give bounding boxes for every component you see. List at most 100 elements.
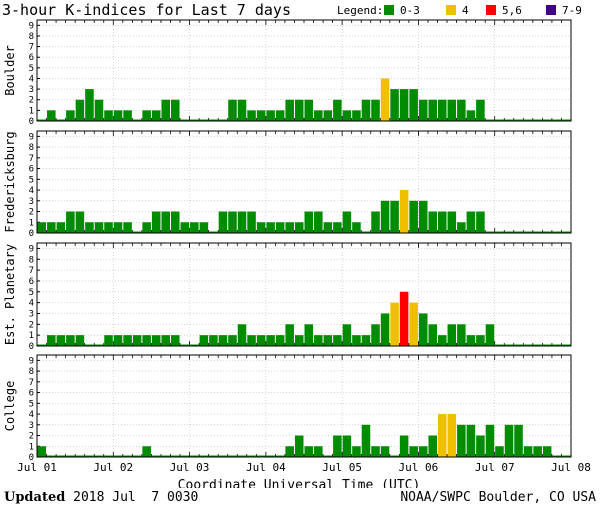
bar: [561, 119, 571, 121]
bar: [275, 455, 285, 457]
bar: [438, 99, 447, 121]
bar: [151, 455, 161, 457]
y-tick-label: 5: [29, 399, 34, 409]
panel-frame: [36, 19, 572, 122]
bar: [533, 119, 542, 121]
legend-swatch: [546, 5, 556, 15]
bar: [361, 424, 371, 457]
bar: [132, 455, 142, 457]
bar: [237, 211, 247, 233]
bar: [113, 455, 123, 457]
y-tick-label: 4: [29, 74, 34, 84]
bar: [113, 222, 123, 233]
bar: [371, 324, 380, 346]
bar: [180, 119, 190, 121]
x-tick-label: Jul 08: [551, 461, 591, 474]
bar: [542, 446, 552, 457]
bar: [418, 99, 428, 121]
legend-swatch: [446, 5, 456, 15]
bar: [447, 99, 457, 121]
bar: [523, 231, 533, 233]
bar: [504, 424, 514, 457]
y-tick-label: 1: [29, 106, 34, 116]
bar: [104, 110, 113, 121]
bar: [85, 222, 94, 233]
bar: [266, 335, 275, 346]
x-tick-label: Jul 06: [399, 461, 439, 474]
y-tick-label: 3: [29, 309, 34, 319]
bar: [294, 99, 304, 121]
y-tick-label: 9: [29, 132, 34, 142]
updated-value: 2018 Jul 7 0030: [65, 490, 199, 505]
bar: [342, 324, 352, 346]
x-axis-label: Coordinate Universal Time (UTC): [178, 478, 421, 488]
bar: [199, 222, 209, 233]
bar: [485, 231, 495, 233]
bar: [304, 211, 314, 233]
bar: [161, 99, 170, 121]
chart-title: 3-hour K-indices for Last 7 days: [2, 1, 291, 19]
bar: [66, 335, 75, 346]
y-tick-label: 7: [29, 43, 34, 53]
bar: [256, 335, 266, 346]
bar: [352, 446, 361, 457]
bar: [247, 211, 256, 233]
panel-label: Fredericksburg: [3, 131, 17, 232]
bar: [285, 446, 294, 457]
bar: [399, 291, 409, 346]
panel-label: College: [3, 381, 17, 432]
bar: [161, 455, 170, 457]
bar: [256, 110, 266, 121]
legend-label: 0-3: [400, 4, 420, 17]
bar: [466, 110, 476, 121]
bar: [218, 211, 228, 233]
bar: [180, 344, 190, 346]
bar: [190, 119, 199, 121]
bar: [228, 455, 237, 457]
bar: [476, 211, 485, 233]
bar: [294, 335, 304, 346]
bar: [209, 335, 218, 346]
bar: [180, 222, 190, 233]
bar: [495, 119, 504, 121]
y-tick-label: 5: [29, 64, 34, 74]
y-tick-label: 9: [29, 356, 34, 366]
bar: [104, 455, 113, 457]
bar: [447, 324, 457, 346]
bar: [237, 324, 247, 346]
bar: [47, 110, 56, 121]
bar: [447, 414, 457, 457]
bar: [380, 200, 390, 233]
bar: [161, 335, 170, 346]
bar: [256, 222, 266, 233]
bar: [561, 344, 571, 346]
updated-label: Updated: [4, 490, 66, 505]
bar: [390, 455, 399, 457]
bar: [314, 446, 323, 457]
bar: [180, 455, 190, 457]
bar: [228, 211, 237, 233]
source-credit: NOAA/SWPC Boulder, CO USA: [400, 490, 596, 505]
bar: [285, 99, 294, 121]
legend-label: 5,6: [502, 4, 522, 17]
y-tick-label: 4: [29, 186, 34, 196]
bar: [333, 222, 342, 233]
bar: [56, 335, 66, 346]
bar: [352, 110, 361, 121]
bar: [199, 119, 209, 121]
bar: [113, 110, 123, 121]
bar: [66, 211, 75, 233]
bar: [514, 424, 523, 457]
bar: [399, 190, 409, 233]
bar: [256, 455, 266, 457]
bar: [37, 344, 47, 346]
bar: [533, 231, 542, 233]
bar: [390, 89, 399, 121]
bar: [476, 335, 485, 346]
bar: [380, 78, 390, 121]
bar: [418, 446, 428, 457]
legend-title: Legend:: [337, 4, 383, 17]
bar: [171, 99, 180, 121]
bar: [171, 335, 180, 346]
